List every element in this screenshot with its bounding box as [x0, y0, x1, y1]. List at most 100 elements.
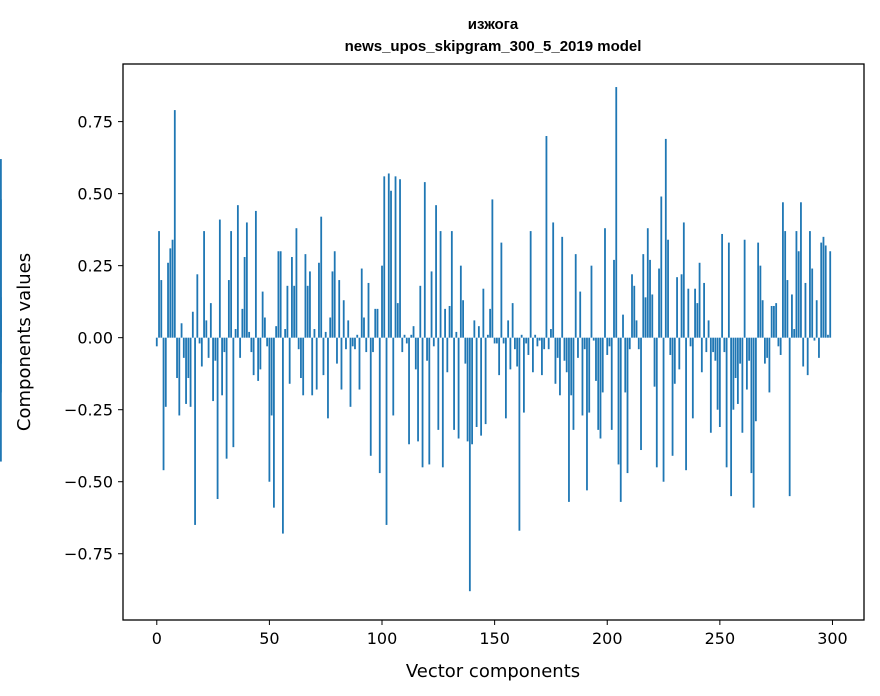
bar-197 — [599, 337, 602, 439]
x-tick-label: 300 — [817, 629, 848, 648]
bar-157 — [509, 337, 512, 370]
bar-9 — [176, 337, 178, 379]
bar-25 — [212, 337, 214, 402]
bar-284 — [795, 231, 798, 338]
bar-69 — [311, 337, 314, 396]
bar-296 — [822, 236, 825, 338]
bar-undefined — [0, 297, 2, 338]
bar-29 — [221, 337, 223, 396]
bar-248 — [714, 337, 717, 361]
bar-104 — [390, 190, 392, 338]
bar-189 — [581, 337, 584, 416]
bar-179 — [559, 337, 561, 396]
bar-41 — [248, 331, 251, 338]
bar-12 — [182, 337, 185, 358]
bar-264 — [750, 337, 753, 474]
bar-43 — [252, 337, 255, 376]
bar-24 — [209, 303, 212, 338]
bar-128 — [444, 308, 446, 338]
x-tick-label: 50 — [259, 629, 279, 648]
bar-183 — [568, 337, 570, 502]
bar-228 — [669, 337, 672, 355]
bar-214 — [637, 337, 640, 350]
bar-260 — [741, 337, 744, 433]
bar-175 — [550, 329, 552, 338]
bar-2 — [160, 280, 163, 338]
bar-191 — [586, 337, 588, 491]
bar-76 — [327, 337, 329, 419]
bar-275 — [775, 303, 778, 338]
bar-289 — [806, 337, 809, 376]
bar-193 — [590, 265, 593, 338]
bar-237 — [689, 337, 692, 347]
bar-239 — [694, 288, 696, 338]
bar-267 — [757, 242, 760, 338]
bar-295 — [820, 242, 823, 338]
bar-230 — [673, 337, 676, 384]
bar-263 — [748, 337, 751, 361]
bar-99 — [378, 337, 381, 474]
bar-96 — [372, 337, 374, 353]
bar-139 — [468, 337, 471, 592]
bar-165 — [527, 337, 530, 355]
bar-92 — [363, 317, 365, 338]
bar-209 — [626, 337, 629, 474]
bar-269 — [761, 300, 764, 338]
bar-140 — [471, 337, 473, 445]
bar-5 — [167, 262, 169, 338]
bar-291 — [811, 268, 814, 338]
bar-32 — [227, 280, 230, 338]
bar-77 — [329, 317, 332, 338]
bar-173 — [545, 136, 548, 338]
bar-190 — [583, 337, 586, 350]
bar-127 — [441, 337, 444, 468]
bar-217 — [644, 297, 647, 338]
bar-118 — [421, 337, 424, 468]
bar-117 — [419, 285, 422, 338]
bar-20 — [200, 337, 203, 367]
bar-84 — [345, 337, 347, 350]
bar-0 — [155, 337, 158, 347]
bar-225 — [662, 337, 665, 482]
bar-60 — [291, 257, 293, 338]
bar-129 — [446, 337, 449, 373]
bar-144 — [480, 337, 483, 436]
bar-253 — [725, 337, 728, 468]
bar-220 — [651, 294, 654, 338]
bar-168 — [534, 334, 537, 338]
bar-85 — [347, 320, 350, 338]
x-axis: 0 50 100 150 200 250 300 — [152, 620, 848, 648]
bar-171 — [541, 337, 543, 376]
bar-61 — [293, 285, 296, 338]
y-tick-label: −0.75 — [64, 545, 113, 564]
bar-163 — [523, 337, 525, 413]
bar-109 — [401, 337, 404, 353]
bar-176 — [552, 222, 555, 338]
bar-89 — [356, 334, 359, 338]
bar-undefined — [0, 337, 2, 393]
bar-234 — [682, 222, 685, 338]
bar-125 — [437, 337, 440, 430]
bar-181 — [563, 337, 566, 361]
bar-148 — [489, 308, 492, 338]
bar-113 — [410, 334, 413, 338]
bar-91 — [360, 268, 363, 338]
y-tick-label: 0.50 — [77, 185, 113, 204]
bar-255 — [730, 337, 733, 497]
bar-82 — [340, 337, 343, 390]
bar-152 — [498, 337, 501, 376]
bar-123 — [432, 337, 435, 347]
x-tick-label: 250 — [705, 629, 736, 648]
bar-75 — [324, 331, 327, 338]
bar-100 — [381, 265, 383, 338]
bar-283 — [793, 329, 796, 338]
bar-18 — [196, 274, 199, 338]
bar-240 — [696, 303, 699, 338]
bar-294 — [818, 337, 820, 358]
bar-23 — [207, 337, 210, 358]
bar-131 — [450, 231, 453, 338]
bar-67 — [306, 285, 309, 338]
bar-4 — [164, 337, 167, 407]
bar-143 — [477, 326, 480, 338]
bar-150 — [493, 337, 496, 344]
